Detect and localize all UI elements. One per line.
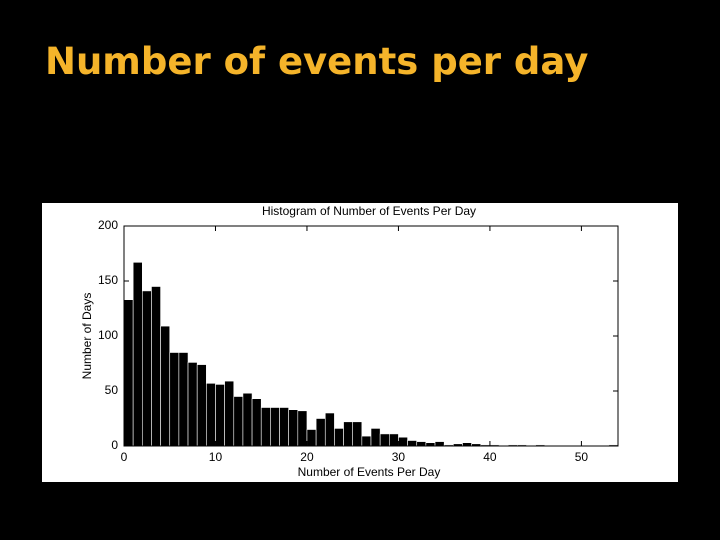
bar (434, 441, 445, 447)
slide-title: Number of events per day (45, 40, 589, 83)
x-tick-label: 20 (300, 450, 314, 464)
bar (288, 409, 299, 447)
y-tick-label: 50 (105, 383, 119, 397)
bar (206, 383, 216, 447)
x-tick-label: 40 (483, 450, 497, 464)
bar (215, 384, 225, 447)
bar (160, 325, 171, 447)
y-tick-label: 0 (111, 438, 118, 452)
bar (260, 407, 271, 447)
bar (270, 407, 280, 447)
y-tick-label: 200 (98, 218, 118, 232)
bar (398, 436, 408, 447)
bar (315, 418, 326, 447)
bar (187, 362, 198, 447)
bar (196, 364, 207, 447)
bar (297, 410, 308, 447)
bar (407, 440, 418, 447)
bar (343, 421, 354, 447)
bar (324, 412, 335, 447)
chart: Histogram of Number of Events Per Day Nu… (42, 203, 678, 482)
bar (233, 396, 244, 447)
bar (224, 380, 235, 447)
bar (334, 428, 344, 447)
bar (388, 433, 399, 447)
x-tick-label: 0 (121, 450, 128, 464)
x-axis-label: Number of Events Per Day (298, 465, 441, 479)
y-tick-label: 100 (98, 328, 118, 342)
bar (132, 261, 143, 447)
y-tick-label: 150 (98, 273, 118, 287)
x-tick-label: 10 (209, 450, 223, 464)
bar (141, 290, 152, 447)
bar (361, 435, 372, 447)
chart-title: Histogram of Number of Events Per Day (262, 204, 476, 218)
bar (416, 441, 427, 447)
bar (169, 352, 180, 447)
x-tick-label: 50 (575, 450, 589, 464)
y-axis-label: Number of Days (80, 293, 94, 380)
x-tick-label: 30 (392, 450, 406, 464)
bar (178, 352, 189, 447)
bar (242, 392, 253, 447)
bar (279, 407, 289, 447)
bar (123, 299, 134, 447)
bar (151, 286, 161, 447)
bar (370, 428, 381, 447)
bar (306, 429, 317, 447)
bar (352, 421, 363, 447)
bar (379, 433, 390, 447)
bar (251, 398, 262, 447)
